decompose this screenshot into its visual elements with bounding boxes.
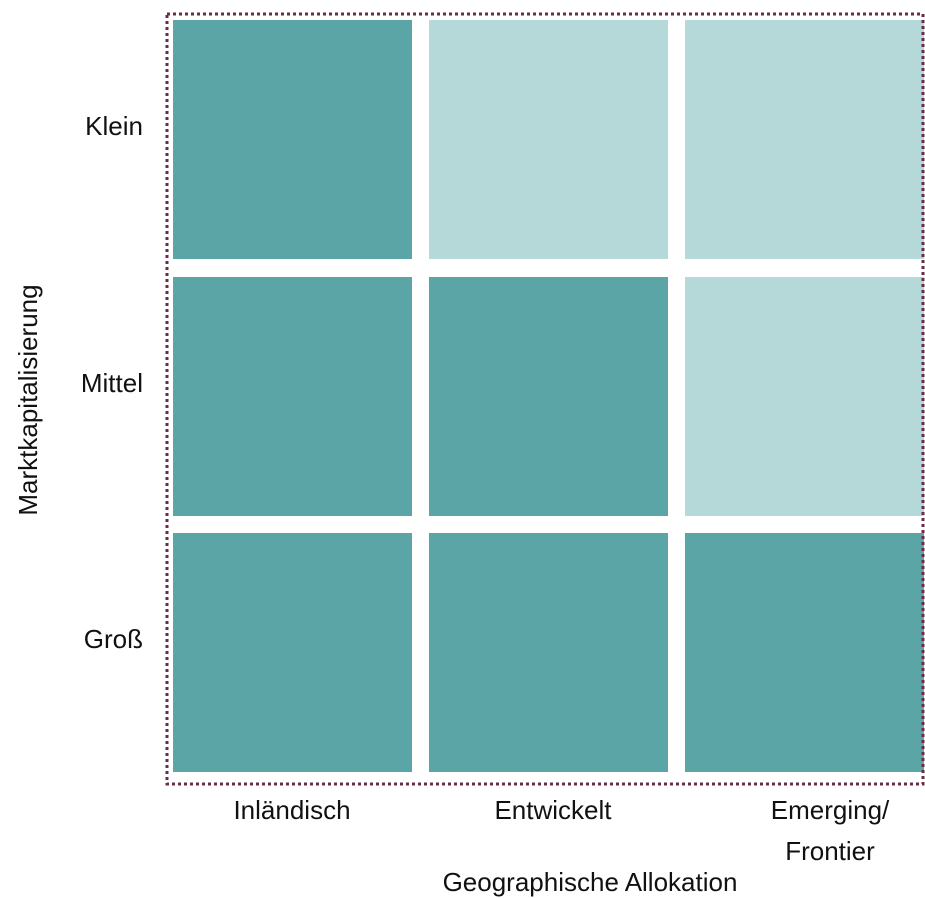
column-label: Emerging/ xyxy=(771,795,890,825)
row-label: Mittel xyxy=(81,368,143,398)
cell xyxy=(685,533,924,772)
cell xyxy=(173,277,412,516)
cell xyxy=(429,277,668,516)
cell xyxy=(429,20,668,259)
cell xyxy=(173,20,412,259)
column-label: Entwickelt xyxy=(494,795,612,825)
cell xyxy=(685,277,924,516)
column-label: Inländisch xyxy=(233,795,350,825)
cell xyxy=(173,533,412,772)
y-axis-title: Marktkapitalisierung xyxy=(13,284,43,515)
cell xyxy=(429,533,668,772)
row-label: Groß xyxy=(84,624,143,654)
row-label: Klein xyxy=(85,111,143,141)
x-axis-title: Geographische Allokation xyxy=(443,867,738,897)
style-box-border xyxy=(165,12,925,786)
column-label: Frontier xyxy=(785,836,875,866)
cell xyxy=(685,20,924,259)
